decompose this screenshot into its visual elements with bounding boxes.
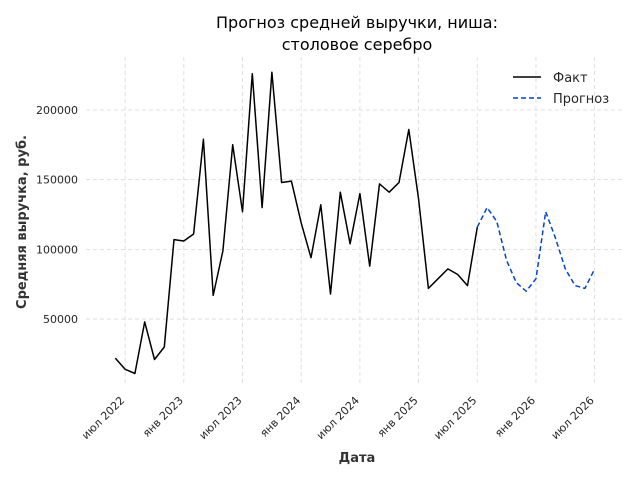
series-line-forecast bbox=[476, 206, 596, 292]
legend-label-forecast: Прогноз bbox=[553, 92, 609, 107]
y-tick-label: 50000 bbox=[43, 313, 78, 326]
series-line-fact bbox=[114, 71, 479, 375]
x-tick-label: июл 2025 bbox=[431, 394, 479, 442]
y-tick-label: 100000 bbox=[36, 243, 78, 256]
x-axis-label: Дата bbox=[339, 451, 376, 466]
x-tick-label: июл 2023 bbox=[197, 394, 245, 442]
x-tick-label: янв 2023 bbox=[140, 394, 186, 440]
y-axis-label: Средняя выручка, руб. bbox=[15, 135, 30, 309]
y-tick-label: 150000 bbox=[36, 174, 78, 187]
chart-title-line-2: столовое серебро bbox=[282, 35, 433, 54]
legend-label-fact: Факт bbox=[553, 71, 588, 86]
legend: Факт Прогноз bbox=[513, 71, 609, 107]
x-axis-ticks: июл 2022 янв 2023 июл 2023 янв 2024 июл 2024… bbox=[79, 394, 597, 442]
y-tick-label: 200000 bbox=[36, 104, 78, 117]
x-tick-label: июл 2026 bbox=[549, 394, 597, 442]
series-lines bbox=[114, 71, 596, 375]
x-tick-label: июл 2024 bbox=[314, 394, 362, 442]
x-tick-label: июл 2022 bbox=[79, 394, 127, 442]
chart-title-line-1: Прогноз средней выручки, ниша: bbox=[216, 13, 498, 32]
x-tick-label: янв 2025 bbox=[375, 394, 421, 440]
x-tick-label: янв 2026 bbox=[492, 394, 538, 440]
y-axis-ticks: 50000 100000 150000 200000 bbox=[36, 104, 78, 326]
x-tick-label: янв 2024 bbox=[258, 394, 304, 440]
